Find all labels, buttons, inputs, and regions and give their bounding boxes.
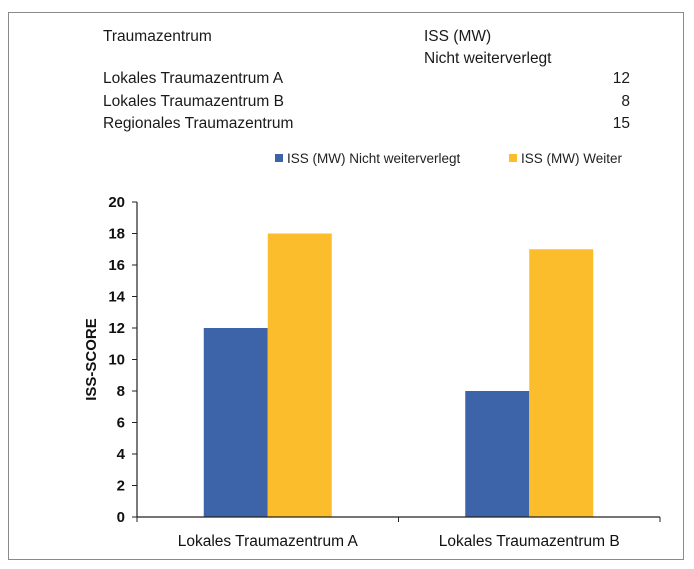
y-axis: 0 2 4 6 8 10 12 14 16 18 20 ISS-SCORE (83, 194, 138, 526)
y-tick-label: 8 (117, 383, 125, 400)
bar (203, 328, 268, 517)
y-tick-label: 20 (108, 194, 125, 211)
table-row-name: Lokales Traumazentrum A (103, 70, 284, 87)
y-tick-label: 16 (108, 257, 125, 274)
table-row-name: Regionales Traumazentrum (103, 115, 294, 132)
bar (267, 233, 332, 517)
x-axis: Lokales Traumazentrum A Lokales Traumazen… (136, 516, 661, 550)
table-header-iss: ISS (MW) (424, 28, 492, 45)
y-tick-label: 6 (117, 415, 125, 432)
y-tick-label: 12 (108, 320, 125, 337)
legend-swatch (275, 154, 283, 162)
x-tick-label: Lokales Traumazentrum B (439, 533, 620, 550)
y-tick-label: 10 (108, 352, 125, 369)
bar (529, 249, 594, 517)
legend-label: ISS (MW) Nicht weiterverlegt (287, 151, 461, 166)
y-tick-label: 14 (108, 289, 125, 306)
table-row-value: 15 (612, 115, 630, 132)
y-tick-label: 2 (117, 478, 125, 495)
y-axis-label: ISS-SCORE (83, 318, 100, 401)
bar (465, 391, 530, 517)
bars (203, 233, 594, 517)
y-tick-label: 18 (108, 226, 125, 243)
table-header-iss-sub: Nicht weiterverlegt (424, 50, 552, 67)
table-row-value: 8 (621, 93, 630, 110)
y-tick-label: 0 (117, 509, 125, 526)
table-row-value: 12 (612, 70, 630, 87)
table-header-center: Traumazentrum (103, 28, 212, 45)
chart-legend: ISS (MW) Nicht weiterverlegt ISS (MW) Wei… (275, 151, 623, 166)
legend-label: ISS (MW) Weiter (521, 151, 623, 166)
legend-swatch (509, 154, 517, 162)
x-tick-label: Lokales Traumazentrum A (178, 533, 359, 550)
y-tick-label: 4 (117, 446, 126, 463)
table-row-name: Lokales Traumazentrum B (103, 93, 284, 110)
